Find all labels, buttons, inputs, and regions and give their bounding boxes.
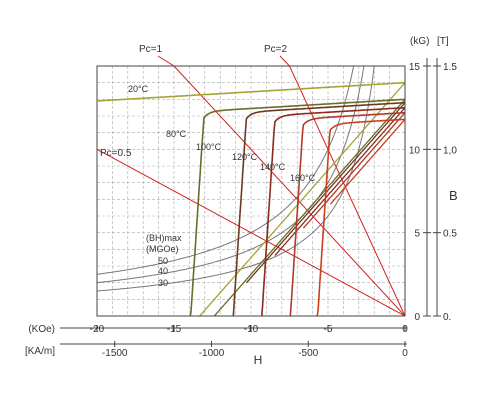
x-tick-label-kam: -1500 xyxy=(102,348,128,359)
bhmax-value-label-30: 30 xyxy=(158,278,168,288)
permeance-line-ext-Pc=2 xyxy=(279,55,290,67)
y-tick-label-tesla: 0.5 xyxy=(443,229,457,240)
x-tick-label-koe: -5 xyxy=(324,324,333,335)
intrinsic-curve-120°C xyxy=(261,106,405,316)
y-tick-label-tesla: 0. xyxy=(443,312,451,323)
intrinsic-curve-20°C xyxy=(97,81,405,102)
bhmax-curve-40 xyxy=(97,66,365,284)
intrinsic-curve-100°C xyxy=(232,101,405,316)
temperature-label-100°C: 100°C xyxy=(196,142,222,152)
normal-curve-160°C xyxy=(329,118,405,205)
y-tick-label-kg: 10 xyxy=(409,145,421,156)
bhmax-value-label-40: 40 xyxy=(158,266,168,276)
normal-curve-140°C xyxy=(302,112,405,229)
x-tick-label-kam: -500 xyxy=(298,348,318,359)
intrinsic-curve-80°C xyxy=(189,98,405,316)
bhmax-curve-50 xyxy=(97,66,355,275)
temperature-label-20°C: 20°C xyxy=(128,84,149,94)
temperature-label-140°C: 140°C xyxy=(260,162,286,172)
x-unit-koe: (KOe) xyxy=(28,324,55,335)
y-tick-label-kg: 15 xyxy=(409,62,421,73)
permeance-line-ext-Pc=1 xyxy=(157,55,175,67)
x-unit-kam: [KA/m] xyxy=(25,346,55,357)
plot-frame xyxy=(96,65,406,317)
permeance-line-Pc=0.5 xyxy=(97,148,405,316)
intrinsic-curve-160°C xyxy=(316,118,405,316)
x-tick-label-kam: 0 xyxy=(402,348,408,359)
normal-curve-80°C xyxy=(213,98,405,316)
temperature-label-120°C: 120°C xyxy=(232,152,258,162)
y-tick-label-kg: 0 xyxy=(414,312,420,323)
plot-border xyxy=(96,65,406,317)
y-unit-tesla: [T] xyxy=(437,36,449,47)
bhmax-label-line1: (BH)max xyxy=(146,233,182,243)
temperature-label-160°C: 160°C xyxy=(290,173,316,183)
y-tick-label-kg: 5 xyxy=(414,229,420,240)
intrinsic-curve-140°C xyxy=(289,111,405,316)
x-tick-label-kam: -1000 xyxy=(199,348,225,359)
x-tick-label-koe: -20 xyxy=(90,324,105,335)
permeance-label-Pc=2: Pc=2 xyxy=(264,44,288,55)
bhmax-label-line2: (MGOe) xyxy=(146,244,179,254)
y-tick-label-tesla: 1.5 xyxy=(443,62,457,73)
y-tick-label-tesla: 1,0 xyxy=(443,145,457,156)
temperature-label-80°C: 80°C xyxy=(166,129,187,139)
x-tick-label-koe: -15 xyxy=(167,324,182,335)
y-unit-kg: (kG) xyxy=(410,36,429,47)
temperature-curves xyxy=(97,81,405,316)
x-tick-label-koe: 0 xyxy=(402,324,408,335)
permeance-label-Pc=0.5: Pc=0.5 xyxy=(100,148,132,159)
permeance-label-Pc=1: Pc=1 xyxy=(139,44,163,55)
x-axis-title: H xyxy=(254,353,263,367)
permeance-line-Pc=1 xyxy=(173,66,405,316)
x-tick-label-koe: -10 xyxy=(244,324,259,335)
y-axis-title: B xyxy=(449,188,458,203)
bhmax-value-label-50: 50 xyxy=(158,256,168,266)
axes: (KOe) -20 -15 -10 -5 0 [KA/m] -1500 -1000 -500 0 H 0… xyxy=(25,36,458,367)
